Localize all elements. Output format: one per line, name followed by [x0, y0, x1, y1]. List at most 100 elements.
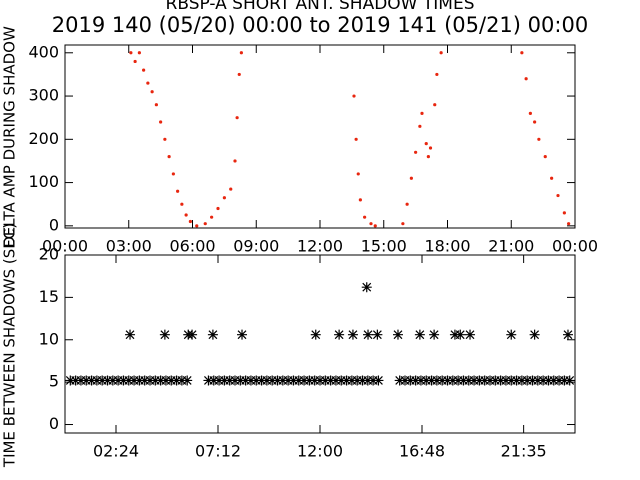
point	[373, 375, 384, 386]
point	[373, 224, 377, 228]
point	[187, 329, 198, 340]
x-tick-label: 07:12	[195, 442, 241, 461]
point	[160, 375, 171, 386]
point	[171, 375, 182, 386]
point	[524, 77, 528, 81]
point	[424, 142, 428, 146]
point	[418, 124, 422, 128]
point	[184, 213, 188, 217]
point	[171, 172, 175, 176]
x-tick-label: 21:00	[488, 237, 534, 256]
point	[556, 193, 560, 198]
point	[267, 375, 278, 386]
point	[567, 222, 571, 226]
point	[442, 375, 453, 386]
point	[150, 90, 154, 94]
point	[362, 375, 373, 386]
point	[532, 375, 543, 386]
plot-frame	[64, 254, 576, 434]
point	[562, 211, 566, 215]
point	[458, 375, 469, 386]
point	[207, 329, 218, 340]
point	[133, 59, 137, 64]
point	[203, 222, 207, 226]
y-axis-label: TIME BETWEEN SHADOWS (SEC)	[1, 223, 19, 468]
point	[235, 375, 246, 386]
point	[527, 375, 538, 386]
point	[288, 375, 299, 386]
point	[134, 375, 145, 386]
point	[529, 329, 540, 340]
point	[354, 137, 358, 141]
point	[237, 329, 248, 340]
point	[325, 375, 336, 386]
y-tick-label: 20	[39, 245, 59, 264]
point	[522, 375, 533, 386]
point	[293, 375, 304, 386]
point	[485, 375, 495, 386]
y-tick-label: 200	[28, 129, 59, 148]
y-tick-label: 10	[39, 329, 59, 348]
point	[129, 375, 140, 386]
point	[125, 329, 136, 340]
point	[81, 375, 92, 386]
point	[439, 51, 443, 55]
chart-title: RBSP-A SHORT ANT. SHADOW TIMES	[166, 0, 475, 14]
point	[188, 219, 192, 224]
point	[447, 375, 458, 386]
point	[410, 375, 421, 386]
y-tick-label: 100	[28, 172, 59, 191]
point	[224, 375, 235, 386]
plot-frame	[64, 44, 576, 229]
point	[315, 375, 325, 386]
point	[310, 329, 321, 340]
point	[65, 375, 76, 386]
point	[97, 375, 108, 386]
point	[235, 116, 239, 120]
point	[431, 375, 442, 386]
point	[91, 375, 102, 386]
point	[123, 375, 134, 386]
point	[528, 111, 532, 115]
point	[256, 375, 267, 386]
point	[559, 375, 570, 386]
point	[180, 202, 184, 206]
point	[159, 329, 170, 340]
point	[129, 51, 133, 55]
point	[520, 51, 524, 55]
point	[210, 215, 214, 219]
point	[405, 202, 409, 206]
point	[219, 375, 230, 386]
point	[392, 329, 403, 340]
point	[437, 375, 448, 386]
point	[113, 375, 124, 386]
x-tick-label: 16:48	[399, 442, 445, 461]
point	[86, 375, 97, 386]
point	[537, 137, 541, 141]
point	[356, 172, 360, 176]
point	[533, 120, 537, 124]
point	[564, 375, 575, 386]
point	[506, 375, 517, 386]
point	[304, 375, 315, 386]
point	[414, 329, 425, 340]
point	[159, 120, 163, 124]
point	[562, 329, 573, 340]
point	[449, 329, 460, 340]
point	[154, 103, 158, 107]
point	[543, 155, 547, 159]
point	[490, 375, 501, 386]
point	[506, 329, 517, 340]
point	[433, 103, 437, 107]
y-tick-label: 0	[49, 215, 59, 234]
x-tick-label: 12:00	[297, 442, 343, 461]
x-tick-label: 09:00	[233, 237, 279, 256]
point	[463, 375, 474, 386]
chart-subtitle: 2019 140 (05/20) 00:00 to 2019 141 (05/2…	[52, 13, 588, 37]
point	[237, 72, 241, 77]
point	[358, 198, 362, 202]
point	[554, 375, 565, 386]
y-tick-label: 0	[49, 414, 59, 433]
point	[222, 196, 226, 200]
point	[500, 375, 511, 386]
